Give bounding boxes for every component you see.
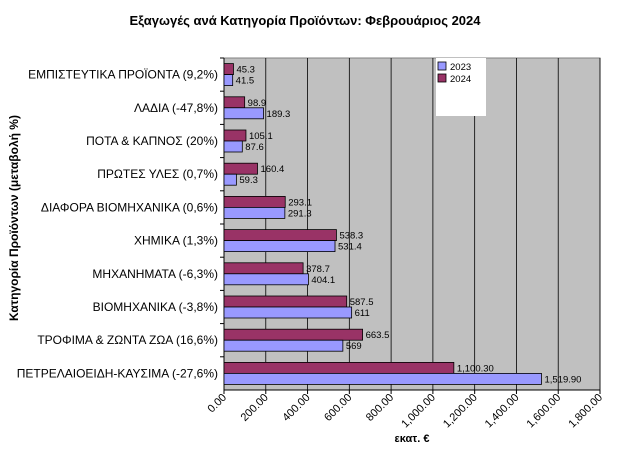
bar-2023 xyxy=(223,140,243,153)
x-tick-label: 800.00 xyxy=(364,392,396,424)
x-tick-label: 1,000.00 xyxy=(399,392,438,431)
category-label: ΠΟΤΑ & ΚΑΠΝΟΣ (20%) xyxy=(86,134,218,148)
data-label-2024: 105.1 xyxy=(249,131,273,142)
bar-2023 xyxy=(223,273,309,286)
data-label-2023: 531.4 xyxy=(338,242,362,253)
bar-2024 xyxy=(223,361,455,374)
legend-swatch-2024 xyxy=(437,73,447,83)
chart-title: Εξαγωγές ανά Κατηγορία Προϊόντων: Φεβρου… xyxy=(130,13,482,28)
bar-2023 xyxy=(223,306,353,319)
bar-2024 xyxy=(223,129,247,142)
bar-2023 xyxy=(223,173,237,186)
bar-2023 xyxy=(223,206,286,219)
legend-label-2024: 2024 xyxy=(450,74,471,85)
category-label: ΧΗΜΙΚΑ (1,3%) xyxy=(134,234,218,248)
data-label-2023: 404.1 xyxy=(311,275,335,286)
bar-2024 xyxy=(223,96,246,109)
x-tick-label: 600.00 xyxy=(322,392,354,424)
category-label: ΜΗΧΑΝΗΜΑΤΑ (-6,3%) xyxy=(92,267,218,281)
legend-swatch-2023 xyxy=(437,61,447,71)
category-label: ΠΕΤΡΕΛΑΙΟΕΙΔΗ-ΚΑΥΣΙΜΑ (-27,6%) xyxy=(17,366,218,380)
category-label: ΒΙΟΜΗΧΑΝΙΚΑ (-3,8%) xyxy=(93,300,218,314)
category-label: ΛΑΔΙΑ (-47,8%) xyxy=(134,101,218,115)
bar-2024 xyxy=(223,229,337,242)
x-tick-label: 1,200.00 xyxy=(441,392,480,431)
x-tick-label: 400.00 xyxy=(280,392,312,424)
bar-2024 xyxy=(223,195,286,208)
x-tick-label: 1,800.00 xyxy=(566,392,605,431)
x-tick-label: 200.00 xyxy=(239,392,271,424)
data-label-2023: 291.3 xyxy=(288,208,312,219)
bar-2024 xyxy=(223,63,234,75)
bar-2024 xyxy=(223,328,363,341)
x-tick-label: 1,400.00 xyxy=(483,392,522,431)
data-label-2024: 1,100.30 xyxy=(457,363,494,374)
x-tick-label: 1,600.00 xyxy=(525,392,564,431)
bar-2023 xyxy=(223,74,234,86)
data-label-2024: 587.5 xyxy=(350,297,374,308)
bar-2024 xyxy=(223,262,304,275)
bar-2023 xyxy=(223,107,264,120)
category-label: ΤΡΟΦΙΜΑ & ΖΩΝΤΑ ΖΩΑ (16,6%) xyxy=(37,333,218,347)
data-label-2024: 663.5 xyxy=(366,330,390,341)
data-label-2024: 45.3 xyxy=(236,65,255,76)
data-label-2024: 378.7 xyxy=(306,264,330,275)
bar-2024 xyxy=(223,295,348,308)
data-label-2023: 87.6 xyxy=(245,142,263,153)
data-label-2024: 160.4 xyxy=(261,164,285,175)
category-label: ΕΜΠΙΣΤΕΥΤΙΚΑ ΠΡΟΪΟΝΤΑ (9,2%) xyxy=(28,68,218,82)
bar-2023 xyxy=(223,339,344,352)
category-label: ΔΙΑΦΟΡΑ ΒΙΟΜΗΧΑΝΙΚΑ (0,6%) xyxy=(41,200,218,214)
legend-label-2023: 2023 xyxy=(450,62,471,73)
y-axis-title: Κατηγορία Προϊόντων (μεταβολή %) xyxy=(7,115,21,321)
data-label-2023: 41.5 xyxy=(236,76,255,87)
bar-2023 xyxy=(223,372,542,385)
data-label-2023: 611 xyxy=(355,308,370,319)
data-label-2024: 98.9 xyxy=(248,98,267,109)
data-label-2023: 569 xyxy=(346,341,362,352)
data-label-2023: 59.3 xyxy=(239,175,258,186)
x-tick-label: 0.00 xyxy=(205,392,229,416)
x-axis-title: εκατ. € xyxy=(395,433,430,445)
data-label-2023: 1,519.90 xyxy=(544,374,581,385)
category-label: ΠΡΩΤΕΣ ΥΛΕΣ (0,7%) xyxy=(97,167,218,181)
data-label-2024: 538.3 xyxy=(339,231,363,242)
bar-2023 xyxy=(223,240,336,253)
data-label-2023: 189.3 xyxy=(267,109,291,120)
data-label-2024: 293.1 xyxy=(288,197,312,208)
bar-2024 xyxy=(223,162,258,175)
